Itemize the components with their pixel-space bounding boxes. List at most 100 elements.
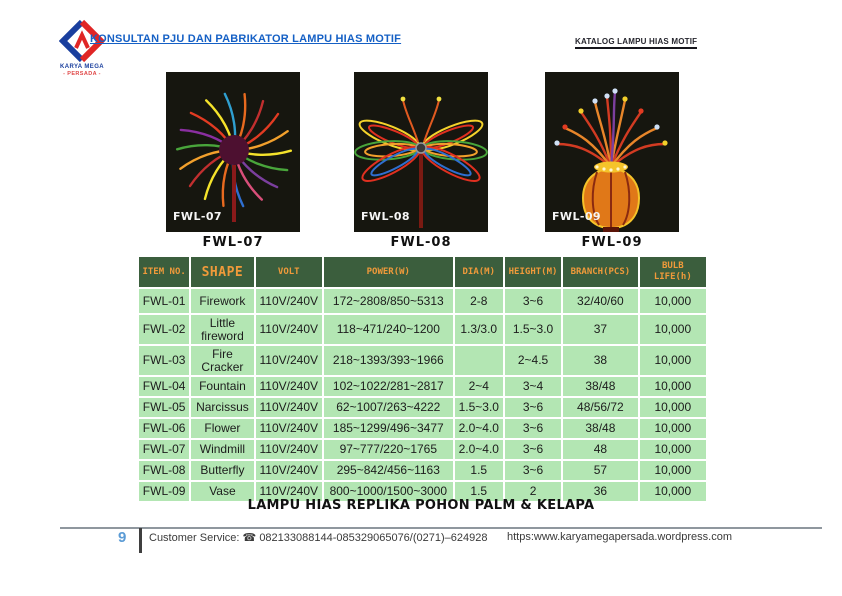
spec-cell: 3~6	[504, 440, 562, 459]
phone-numbers: 082133088144-085329065076/(0271)–624928	[259, 532, 488, 544]
spec-cell: 62~1007/263~4222	[323, 398, 453, 417]
col-power: POWER(W)	[323, 257, 453, 287]
item-no-cell: FWL-05	[139, 398, 190, 417]
col-bulb-life: BULB LIFE(h)	[639, 257, 706, 287]
spec-cell: Vase	[191, 482, 254, 501]
website-link[interactable]: https:www.karyamegapersada.wordpress.com	[507, 531, 732, 543]
spec-cell: 10,000	[639, 398, 706, 417]
logo-diamond-icon	[59, 19, 105, 63]
spec-cell: 110V/240V	[255, 461, 322, 480]
butterfly-motif-light-photo: FWL-08	[354, 72, 488, 232]
spec-cell: 102~1022/281~2817	[323, 377, 453, 396]
spec-cell: 37	[563, 315, 638, 344]
spec-cell: Windmill	[191, 440, 254, 459]
spec-cell: 110V/240V	[255, 482, 322, 501]
item-no-cell: FWL-07	[139, 440, 190, 459]
spec-cell: 3~6	[504, 289, 562, 313]
spec-cell	[454, 346, 503, 375]
spec-cell: 110V/240V	[255, 419, 322, 438]
product-figure-fwl-09: FWL-09 FWL-09	[545, 72, 679, 250]
spec-cell: 10,000	[639, 461, 706, 480]
photo-label: FWL-07	[173, 210, 222, 223]
spec-cell: 2	[504, 482, 562, 501]
figure-caption: FWL-07	[202, 235, 264, 250]
item-no-cell: FWL-04	[139, 377, 190, 396]
spec-cell: Flower	[191, 419, 254, 438]
spec-cell: 3~6	[504, 419, 562, 438]
spec-cell: 38/48	[563, 377, 638, 396]
spec-cell: 38	[563, 346, 638, 375]
table-row: FWL-02 Little fireword 110V/240V 118~471/24…	[139, 315, 706, 344]
footer-divider	[60, 527, 822, 529]
table-header-row: ITEM NO. SHAPE VOLT POWER(W) DIA(M) HEIG…	[139, 257, 706, 287]
table-row: FWL-05 Narcissus 110V/240V 62~1007/263~4222…	[139, 398, 706, 417]
col-branch: BRANCH(PCS)	[563, 257, 638, 287]
spec-cell: 48/56/72	[563, 398, 638, 417]
col-shape: SHAPE	[191, 257, 254, 287]
photo-label: FWL-08	[361, 210, 410, 223]
spec-cell: 1.5~3.0	[504, 315, 562, 344]
header-tagline-link[interactable]: KONSULTAN PJU DAN PABRIKATOR LAMPU HIAS …	[90, 33, 402, 45]
spec-cell: 2.0~4.0	[454, 419, 503, 438]
spec-cell: Butterfly	[191, 461, 254, 480]
table-row: FWL-04 Fountain 110V/240V 102~1022/281~2817…	[139, 377, 706, 396]
section-heading: LAMPU HIAS REPLIKA POHON PALM & KELAPA	[247, 498, 595, 513]
spec-cell: 97~777/220~1765	[323, 440, 453, 459]
spec-cell: 10,000	[639, 440, 706, 459]
table-row: FWL-08 Butterfly 110V/240V 295~842/456~1163…	[139, 461, 706, 480]
col-dia: DIA(M)	[454, 257, 503, 287]
figure-caption: FWL-08	[390, 235, 452, 250]
photo-label: FWL-09	[552, 210, 601, 223]
table-row: FWL-06 Flower 110V/240V 185~1299/496~3477 2.…	[139, 419, 706, 438]
spec-cell: 36	[563, 482, 638, 501]
product-figure-fwl-08: FWL-08 FWL-08	[354, 72, 488, 250]
spec-cell: 48	[563, 440, 638, 459]
spec-cell: 110V/240V	[255, 315, 322, 344]
col-height: HEIGHT(M)	[504, 257, 562, 287]
spec-cell: 2-8	[454, 289, 503, 313]
item-no-cell: FWL-01	[139, 289, 190, 313]
spec-cell: Fire Cracker	[191, 346, 254, 375]
vase-motif-light-photo: FWL-09	[545, 72, 679, 232]
col-item-no: ITEM NO.	[139, 257, 190, 287]
spec-cell: 1.5	[454, 482, 503, 501]
page-number: 9	[118, 529, 127, 546]
spec-cell: Little fireword	[191, 315, 254, 344]
spec-cell: 3~4	[504, 377, 562, 396]
butterfly-light-icon	[354, 96, 488, 228]
spec-cell: 2.0~4.0	[454, 440, 503, 459]
spec-cell: 10,000	[639, 346, 706, 375]
spec-cell: 3~6	[504, 398, 562, 417]
spec-cell: 110V/240V	[255, 398, 322, 417]
windmill-motif-light-photo: FWL-07	[166, 72, 300, 232]
footer-accent-bar	[139, 528, 142, 553]
spec-cell: 57	[563, 461, 638, 480]
spec-cell: 295~842/456~1163	[323, 461, 453, 480]
telephone-icon: ☎	[242, 532, 257, 544]
spec-cell: 110V/240V	[255, 289, 322, 313]
spec-cell: 2~4	[454, 377, 503, 396]
spec-cell: 10,000	[639, 482, 706, 501]
table-row: FWL-09 Vase 110V/240V 800~1000/1500~3000 1.5…	[139, 482, 706, 501]
product-figure-fwl-07: FWL-07 FWL-07	[166, 72, 300, 250]
spec-cell: 10,000	[639, 289, 706, 313]
spec-cell: 110V/240V	[255, 377, 322, 396]
spec-cell: Fountain	[191, 377, 254, 396]
brand-name: KARYA MEGA	[59, 64, 104, 70]
spec-cell: Narcissus	[191, 398, 254, 417]
customer-service-label: Customer Service:	[149, 532, 240, 544]
spec-cell: 1.5~3.0	[454, 398, 503, 417]
item-no-cell: FWL-03	[139, 346, 190, 375]
catalog-title: KATALOG LAMPU HIAS MOTIF	[575, 37, 698, 49]
company-logo: KARYA MEGA - PERSADA -	[50, 18, 114, 78]
item-no-cell: FWL-06	[139, 419, 190, 438]
spec-cell: Firework	[191, 289, 254, 313]
brand-subname: - PERSADA -	[63, 71, 101, 77]
spec-cell: 1.3/3.0	[454, 315, 503, 344]
vase-light-icon	[554, 88, 668, 232]
spec-table-body: FWL-01 Firework 110V/240V 172~2808/850~5313…	[139, 289, 706, 501]
spec-cell: 218~1393/393~1966	[323, 346, 453, 375]
col-volt: VOLT	[255, 257, 322, 287]
table-row: FWL-01 Firework 110V/240V 172~2808/850~5313…	[139, 289, 706, 313]
